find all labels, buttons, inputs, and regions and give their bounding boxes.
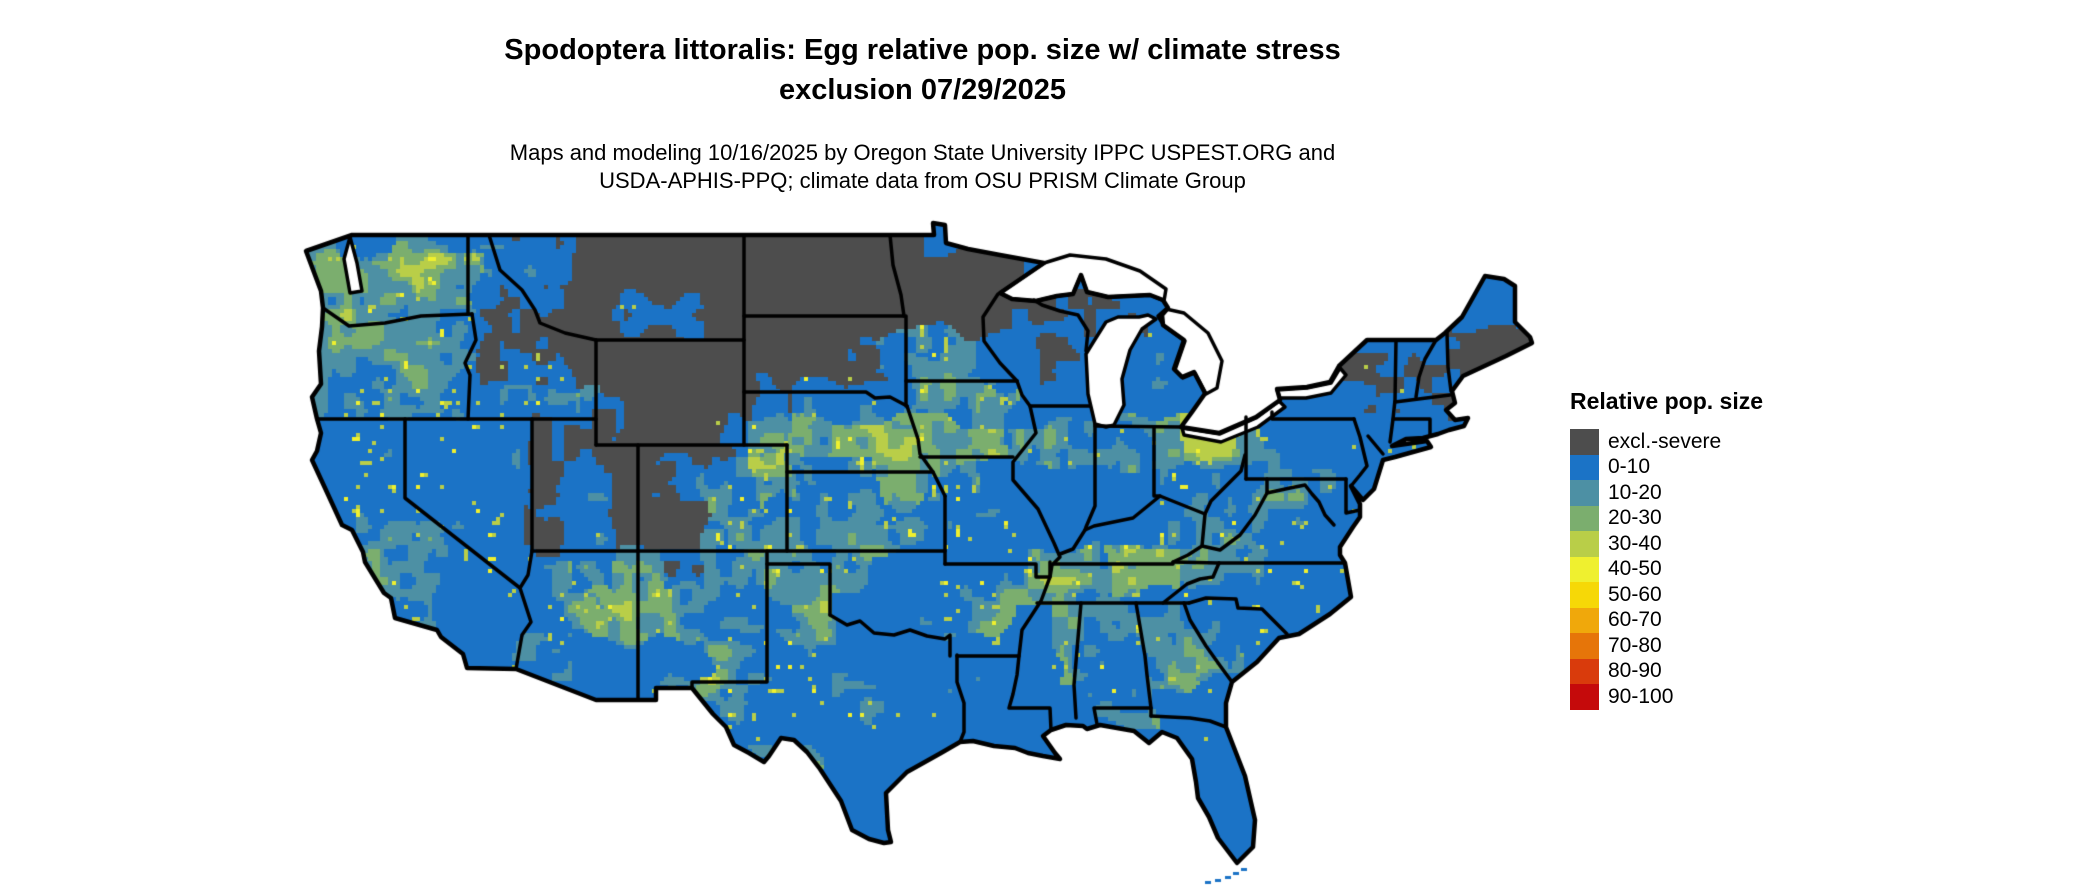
legend-label: 60-70 <box>1608 608 1662 632</box>
map-subtitle: Maps and modeling 10/16/2025 by Oregon S… <box>300 139 1545 195</box>
legend-swatch <box>1570 607 1599 633</box>
legend-swatch <box>1570 505 1599 531</box>
legend-item: 10-20 <box>1570 480 1900 506</box>
legend-title: Relative pop. size <box>1570 388 1764 414</box>
legend-swatch <box>1570 429 1599 455</box>
legend-swatch <box>1570 684 1599 710</box>
legend-label: 30-40 <box>1608 531 1662 555</box>
legend-item: 80-90 <box>1570 658 1900 684</box>
legend-item: 30-40 <box>1570 531 1900 557</box>
legend-item: 40-50 <box>1570 556 1900 582</box>
legend-label: 70-80 <box>1608 633 1662 657</box>
legend-label: 20-30 <box>1608 506 1662 530</box>
title-line-1: Spodoptera littoralis: Egg relative pop.… <box>504 34 1341 66</box>
legend-label: excl.-severe <box>1608 429 1722 453</box>
legend-label: 90-100 <box>1608 684 1674 708</box>
legend: Relative pop. size excl.-severe 0-10 10-20… <box>1570 388 1900 710</box>
legend-item: 70-80 <box>1570 633 1900 659</box>
legend-label: 10-20 <box>1608 480 1662 504</box>
legend-item: 90-100 <box>1570 684 1900 710</box>
title-line-2: exclusion 07/29/2025 <box>779 74 1066 106</box>
subtitle-line-1: Maps and modeling 10/16/2025 by Oregon S… <box>509 140 1336 165</box>
legend-item: 20-30 <box>1570 505 1900 531</box>
legend-swatch <box>1570 454 1599 480</box>
legend-item: 60-70 <box>1570 607 1900 633</box>
legend-item: 0-10 <box>1570 454 1900 480</box>
legend-label: 40-50 <box>1608 557 1662 581</box>
legend-label: 0-10 <box>1608 455 1651 479</box>
legend-swatch <box>1570 480 1599 506</box>
legend-swatch <box>1570 658 1599 684</box>
page-title: Spodoptera littoralis: Egg relative pop.… <box>300 30 1545 110</box>
legend-swatch <box>1570 531 1599 557</box>
legend-swatch <box>1570 582 1599 608</box>
legend-label: 50-60 <box>1608 582 1662 606</box>
us-risk-map-canvas <box>300 205 1545 892</box>
subtitle-line-2: USDA-APHIS-PPQ; climate data from OSU PR… <box>599 168 1246 193</box>
legend-swatch <box>1570 633 1599 659</box>
legend-label: 80-90 <box>1608 659 1662 683</box>
legend-item: excl.-severe <box>1570 429 1900 455</box>
legend-swatch <box>1570 556 1599 582</box>
legend-item: 50-60 <box>1570 582 1900 608</box>
legend-items: excl.-severe 0-10 10-20 20-30 30-40 40-50 50-6… <box>1570 429 1900 710</box>
